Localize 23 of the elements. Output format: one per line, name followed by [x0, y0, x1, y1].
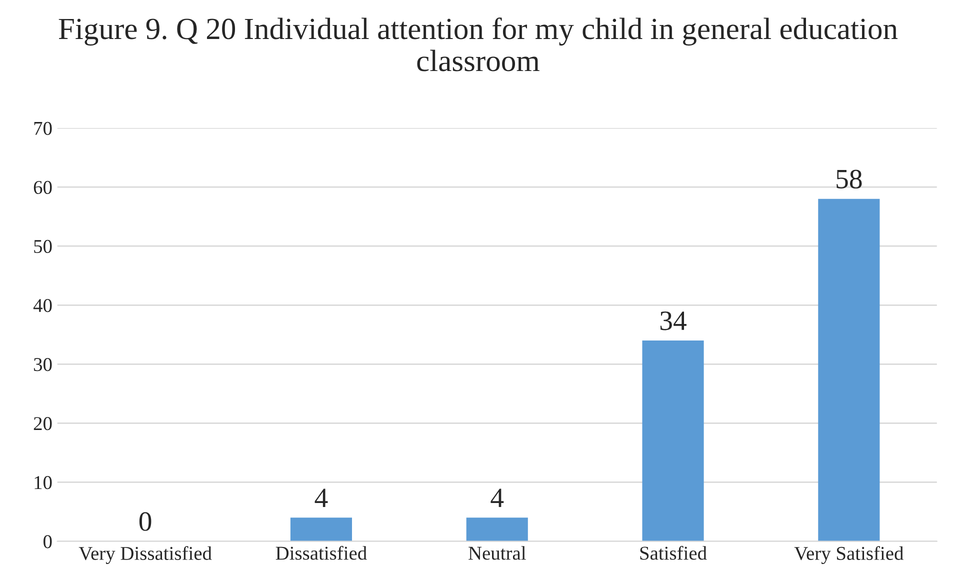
y-tick-label: 70 — [34, 122, 52, 135]
y-tick-label: 40 — [33, 298, 52, 312]
y-tick-label: 20 — [34, 417, 52, 430]
bar — [466, 518, 528, 542]
data-label: 4 — [314, 488, 328, 508]
x-tick-label: Satisfied — [640, 546, 707, 560]
bar — [642, 340, 704, 542]
bar — [290, 518, 352, 542]
y-tick-label: 50 — [34, 240, 52, 254]
x-tick-label: Very Dissatisfied — [78, 546, 212, 564]
bar — [818, 198, 880, 542]
data-label: 0 — [139, 512, 152, 531]
chart-title: Figure 9. Q 20 Individual attention for my child in general education classroom — [58, 17, 898, 72]
data-label: 58 — [836, 170, 862, 189]
x-tick-label: Very Satisfied — [794, 546, 904, 564]
y-tick-label: 60 — [34, 180, 52, 194]
y-tick-label: 10 — [34, 476, 52, 490]
y-tick-label: 30 — [34, 358, 52, 372]
y-tick-label: 0 — [44, 535, 52, 548]
data-label: 34 — [660, 312, 686, 330]
x-tick-label: Dissatisfied — [276, 546, 367, 560]
x-tick-label: Neutral — [468, 546, 526, 560]
data-label: 4 — [490, 488, 504, 508]
